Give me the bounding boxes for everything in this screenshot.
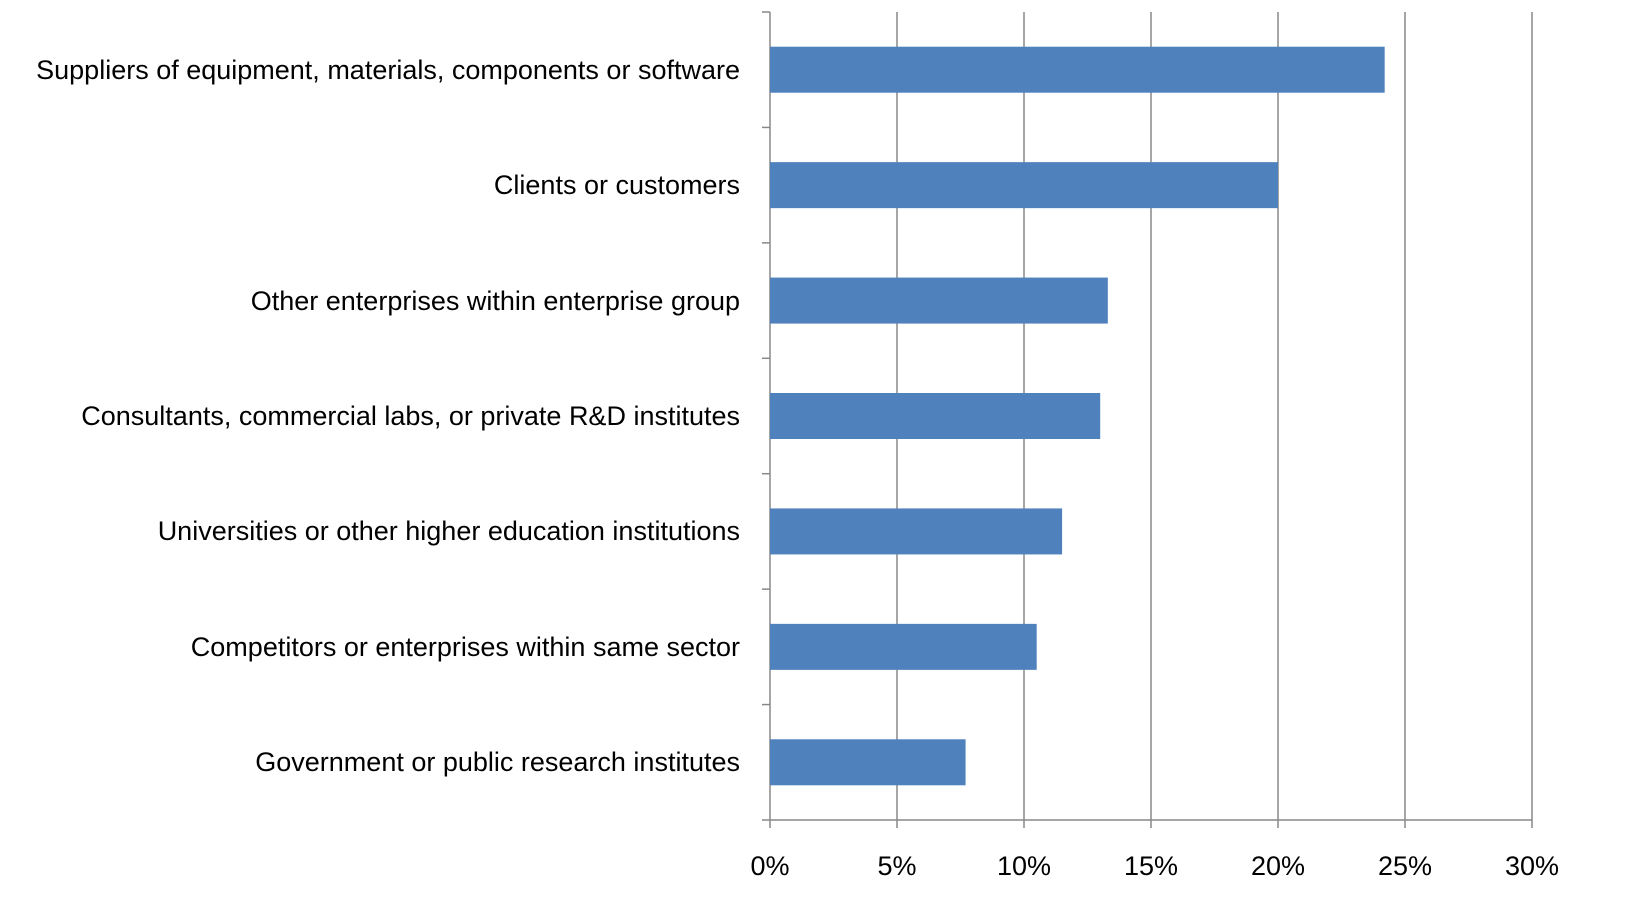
x-tick-label: 5% [877, 851, 916, 881]
y-tick-label-box: Clients or customers [0, 135, 740, 235]
y-tick-label-box: Government or public research institutes [0, 712, 740, 812]
bar [770, 739, 966, 786]
bar [770, 508, 1063, 555]
y-tick-label: Consultants, commercial labs, or private… [81, 401, 740, 431]
x-tick-label: 25% [1378, 851, 1432, 881]
y-tick-label-box: Other enterprises within enterprise grou… [0, 251, 740, 351]
y-tick-label-box: Competitors or enterprises within same s… [0, 597, 740, 697]
bar [770, 393, 1101, 439]
bar [770, 162, 1278, 209]
bar [770, 277, 1108, 324]
x-tick-label: 0% [750, 851, 789, 881]
x-tick-label: 20% [1251, 851, 1305, 881]
y-tick-label: Competitors or enterprises within same s… [190, 631, 740, 662]
x-tick-label: 15% [1124, 851, 1178, 881]
y-tick-label: Other enterprises within enterprise grou… [250, 285, 740, 316]
y-tick-label: Clients or customers [493, 170, 740, 201]
bar [770, 46, 1385, 93]
y-tick-label: Universities or other higher education i… [157, 516, 740, 547]
x-tick-label: 10% [997, 851, 1051, 881]
y-tick-label-box: Suppliers of equipment, materials, compo… [0, 20, 740, 120]
bar [770, 623, 1037, 670]
x-tick-label: 30% [1505, 851, 1559, 881]
y-tick-label: Suppliers of equipment, materials, compo… [36, 54, 740, 85]
y-tick-label-box: Universities or other higher education i… [0, 481, 740, 581]
y-tick-label: Government or public research institutes [255, 747, 740, 778]
y-tick-label-box: Consultants, commercial labs, or private… [0, 366, 740, 466]
